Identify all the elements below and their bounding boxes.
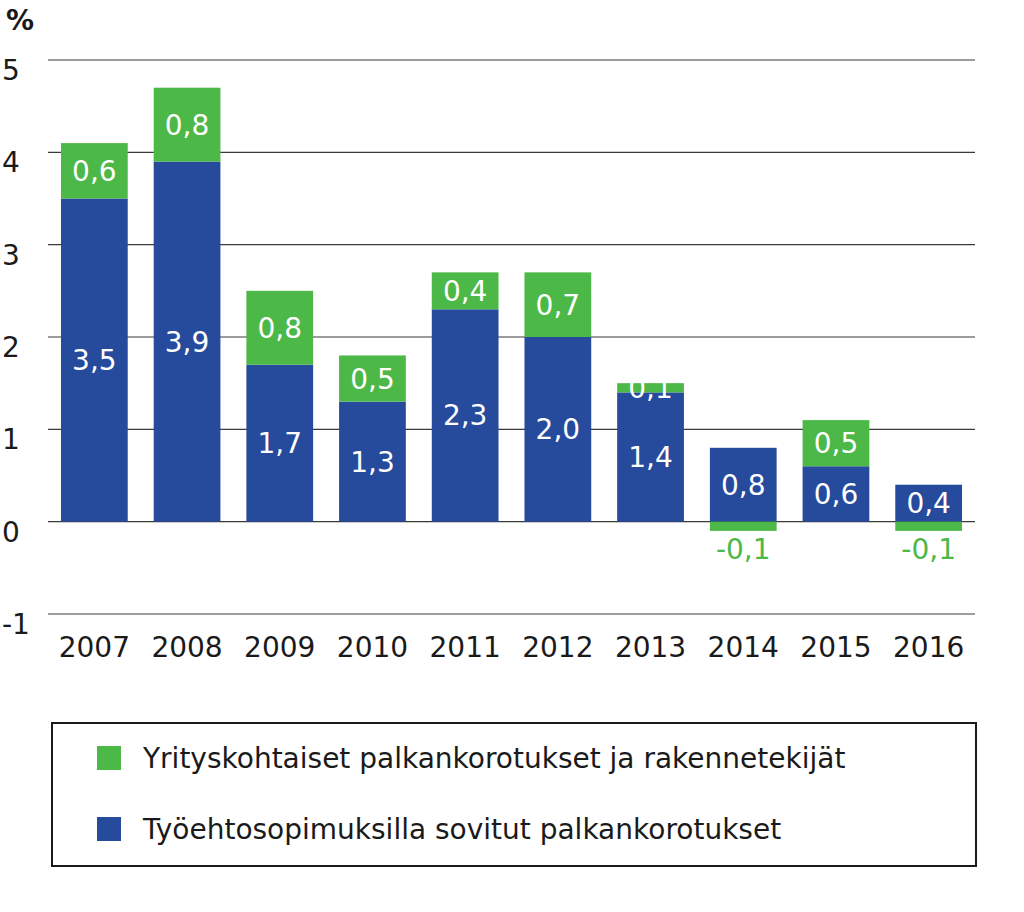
y-tick-label: -1 <box>2 608 30 641</box>
data-label: 0,8 <box>721 469 766 502</box>
legend-swatch <box>97 746 121 770</box>
x-tick-label: 2014 <box>708 631 779 664</box>
bar-segment <box>339 355 406 401</box>
data-label: -0,1 <box>716 533 771 566</box>
y-tick-label: 1 <box>2 423 20 456</box>
legend-label: Työehtosopimuksilla sovitut palkankorotu… <box>142 813 781 846</box>
bar-segment <box>895 522 962 531</box>
bar-segment <box>803 466 870 521</box>
y-tick-label: 4 <box>2 146 20 179</box>
data-label: 2,3 <box>443 399 488 432</box>
x-tick-label: 2013 <box>615 631 686 664</box>
bar-segment <box>432 309 499 521</box>
data-label: 2,0 <box>536 413 581 446</box>
data-label: 1,4 <box>628 441 673 474</box>
grid <box>48 60 975 614</box>
legend-label: Yrityskohtaiset palkankorotukset ja rake… <box>142 742 845 775</box>
chart: % -1 0 1 2 3 4 5 3,5 3,9 1,7 1,3 2,3 2,0 1,4 0,8 0,6 0,4 0… <box>0 0 1024 912</box>
bar-segment <box>61 143 128 198</box>
data-label: 0,6 <box>814 478 859 511</box>
data-label: 1,7 <box>257 427 302 460</box>
bar-segment <box>432 272 499 309</box>
data-label: 0,5 <box>350 363 395 396</box>
x-tick-label: 2012 <box>522 631 593 664</box>
data-labels: 3,5 3,9 1,7 1,3 2,3 2,0 1,4 0,8 0,6 0,4 0,6 0,8 0,8 0… <box>72 109 956 566</box>
data-label: 3,9 <box>165 326 210 359</box>
legend: Yrityskohtaiset palkankorotukset ja rake… <box>52 723 976 866</box>
bar-segment <box>895 485 962 522</box>
data-label: 0,8 <box>165 109 210 142</box>
y-tick-label: 3 <box>2 239 20 272</box>
bar-segment <box>339 402 406 522</box>
legend-swatch <box>97 817 121 841</box>
bar-segment <box>524 272 591 337</box>
bar-segment <box>246 291 313 365</box>
data-label: -0,1 <box>901 533 956 566</box>
legend-box <box>52 723 976 866</box>
data-label: 0,1 <box>628 372 673 405</box>
x-tick-label: 2008 <box>151 631 222 664</box>
x-tick-label: 2007 <box>59 631 130 664</box>
grid-line <box>48 59 975 60</box>
y-tick-label: 5 <box>2 54 20 87</box>
data-label: 0,4 <box>443 275 488 308</box>
bar-segment <box>246 365 313 522</box>
bar-segment <box>154 88 221 162</box>
data-label: 0,6 <box>72 155 117 188</box>
x-tick-label: 2015 <box>800 631 871 664</box>
data-label: 0,5 <box>814 427 859 460</box>
bar-segment <box>710 448 777 522</box>
data-label: 0,8 <box>257 312 302 345</box>
bar-segment <box>61 199 128 522</box>
bar-segment <box>617 392 684 521</box>
x-tick-label: 2009 <box>244 631 315 664</box>
data-label: 0,7 <box>536 289 581 322</box>
data-label: 1,3 <box>350 446 395 479</box>
y-tick-label: 0 <box>2 516 20 549</box>
bars <box>61 88 962 531</box>
bar-segment <box>154 162 221 522</box>
y-tick-label: 2 <box>2 331 20 364</box>
bar-segment <box>710 522 777 531</box>
data-label: 0,4 <box>906 487 951 520</box>
x-tick-label: 2016 <box>893 631 964 664</box>
y-axis-label: % <box>6 4 34 37</box>
x-tick-label: 2011 <box>430 631 501 664</box>
x-tick-label: 2010 <box>337 631 408 664</box>
bar-segment <box>524 337 591 522</box>
page: {"chart_data": { "type": "bar", "y_label… <box>0 0 1024 912</box>
data-label: 3,5 <box>72 344 117 377</box>
bar-segment <box>803 420 870 466</box>
grid-line <box>48 613 975 614</box>
